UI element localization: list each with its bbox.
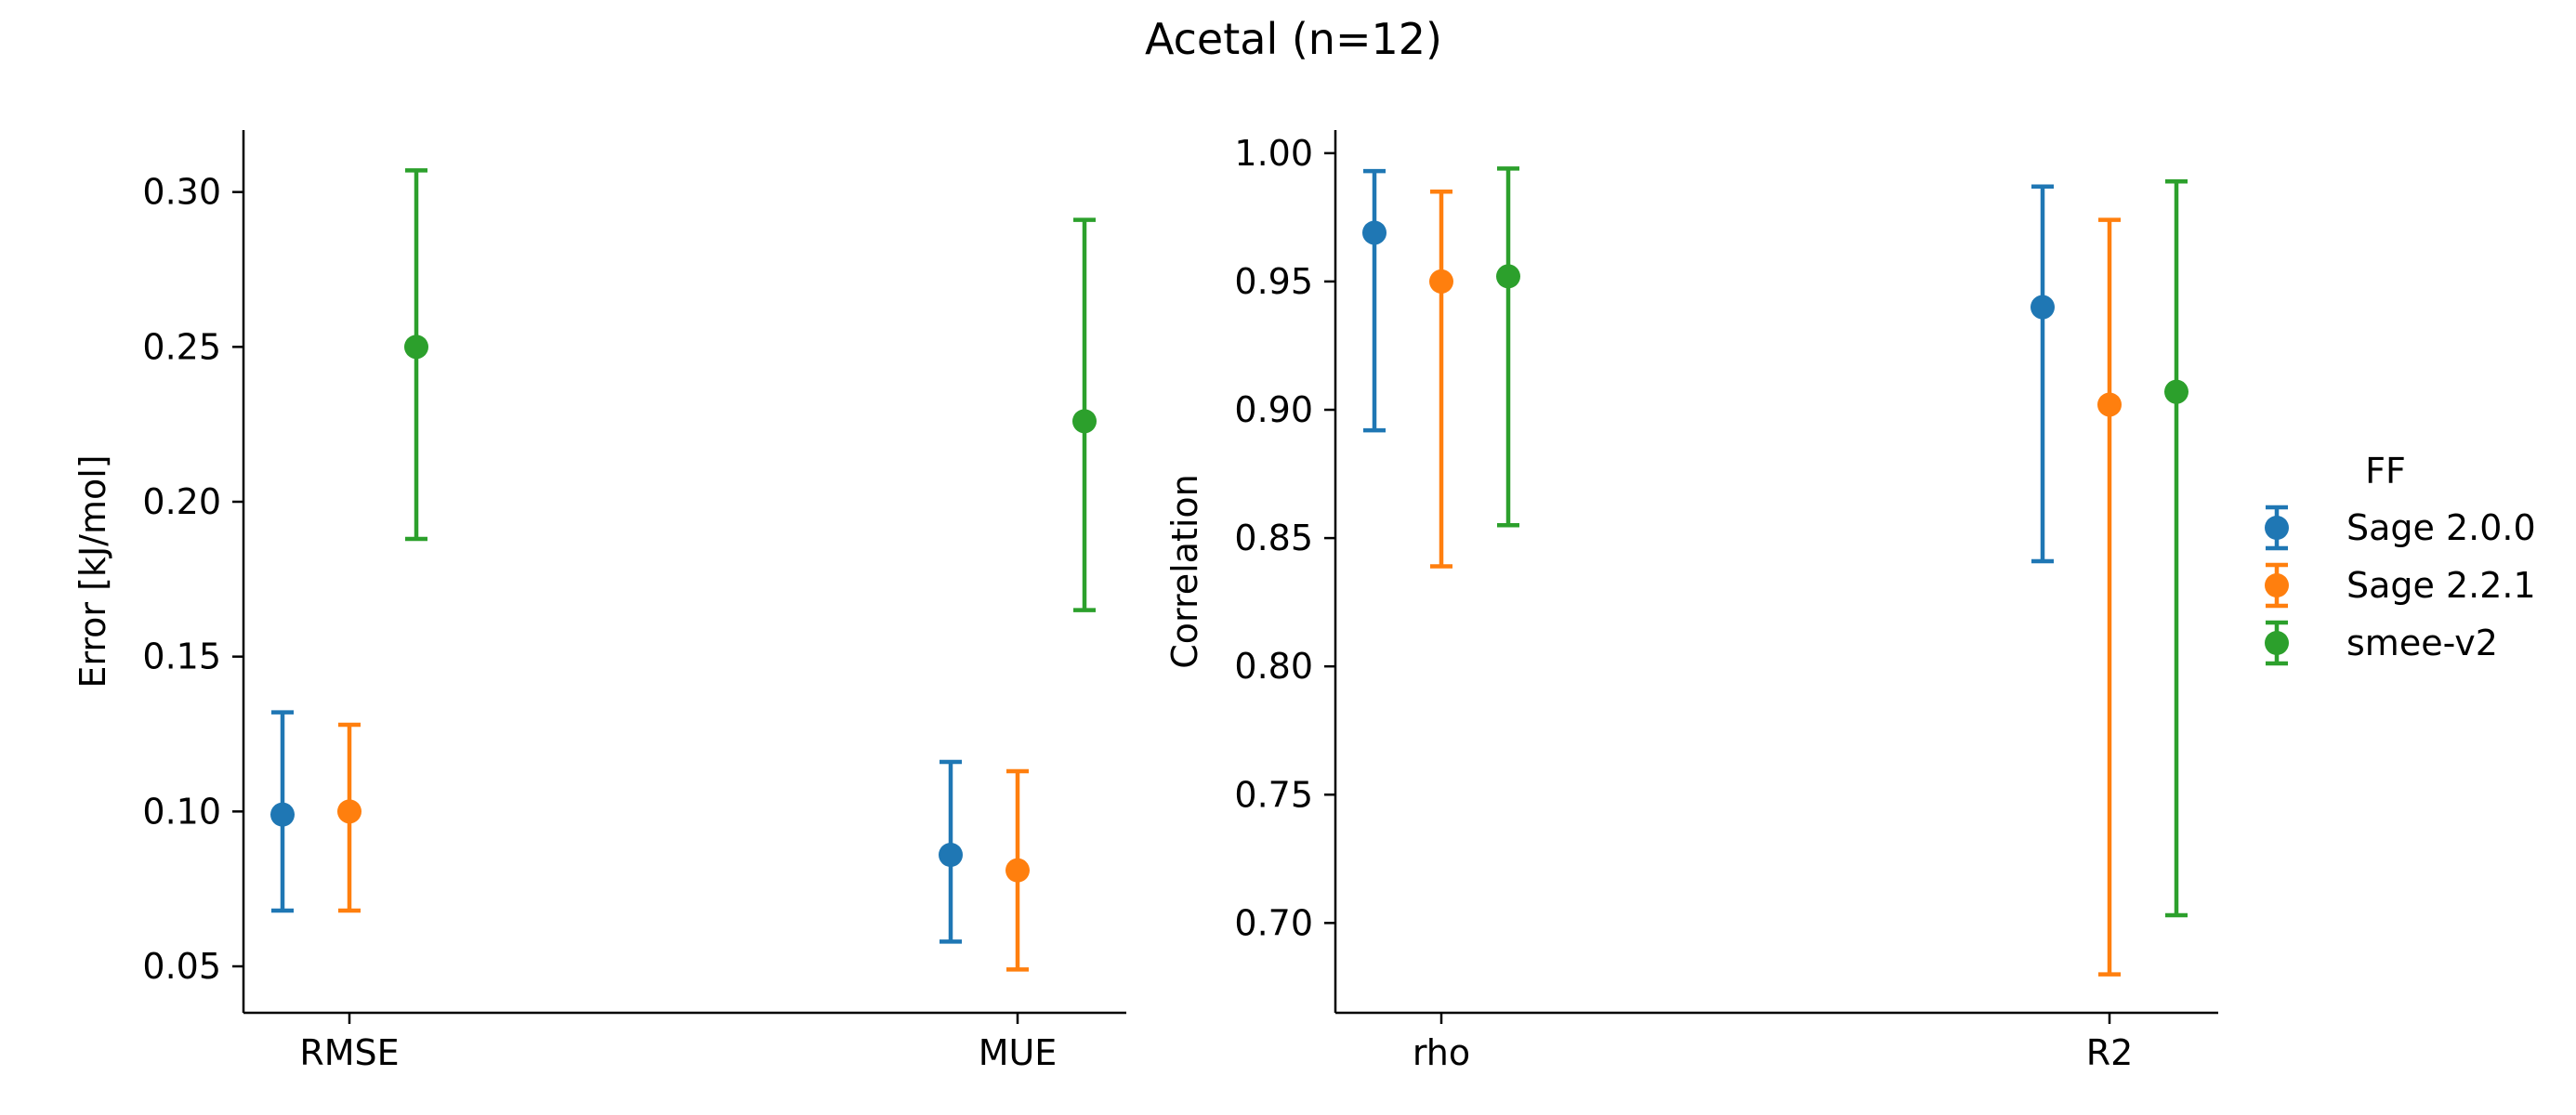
figure-title: Acetal (n=12) [1145, 14, 1442, 64]
legend-item: Sage 2.2.1 [2265, 562, 2536, 609]
data-point [1362, 220, 1387, 245]
y-tick-label: 0.25 [142, 326, 221, 367]
data-point [939, 843, 963, 867]
legend-label: Sage 2.2.1 [2346, 565, 2536, 606]
y-axis-label: Error [kJ/mol] [72, 454, 113, 688]
legend-label: Sage 2.0.0 [2346, 507, 2536, 548]
error-metrics-panel: 0.05 0.10 0.15 0.20 0.25 0.30 RMSE MUE Error [kJ… [72, 130, 1126, 1073]
y-tick-label: 0.15 [142, 636, 221, 677]
y-tick-label: 0.85 [1234, 518, 1313, 558]
x-tick-label: R2 [2086, 1032, 2134, 1073]
data-point [270, 802, 295, 827]
legend-items: Sage 2.0.0 Sage 2.2.1 smee-v2 [2265, 505, 2536, 666]
y-axis-label: Correlation [1164, 474, 1205, 669]
legend-title: FF [2365, 451, 2406, 492]
data-point [1005, 858, 1030, 883]
y-tick-label: 1.00 [1234, 133, 1313, 174]
data-point [1429, 269, 1453, 294]
data-point [404, 334, 428, 360]
x-tick-label: rho [1413, 1032, 1470, 1073]
x-tick-label: RMSE [299, 1032, 399, 1073]
x-tick-label: MUE [979, 1032, 1058, 1073]
correlation-metrics-panel: 0.70 0.75 0.80 0.85 0.90 0.95 1.00 rho R2 Correla… [1164, 130, 2218, 1073]
data-point [2097, 392, 2122, 417]
y-tick-label: 0.70 [1234, 902, 1313, 943]
y-tick-label: 0.05 [142, 946, 221, 987]
y-tick-label: 0.90 [1234, 389, 1313, 430]
legend-item: Sage 2.0.0 [2265, 505, 2536, 551]
y-tick-label: 0.30 [142, 172, 221, 213]
data-point [2164, 379, 2188, 404]
legend: FF Sage 2.0.0 Sage 2.2.1 smee-v2 [2265, 451, 2536, 666]
legend-label: smee-v2 [2346, 623, 2498, 663]
data-point [2031, 295, 2055, 320]
legend-marker-point [2265, 573, 2289, 597]
y-tick-label: 0.95 [1234, 261, 1313, 302]
data-point [1072, 409, 1097, 434]
legend-item: smee-v2 [2265, 620, 2498, 666]
y-tick-label: 0.80 [1234, 646, 1313, 687]
legend-marker-point [2265, 516, 2289, 540]
legend-marker-point [2265, 631, 2289, 655]
y-tick-label: 0.75 [1234, 774, 1313, 815]
y-tick-label: 0.20 [142, 481, 221, 522]
data-point [337, 799, 361, 824]
data-point [1496, 264, 1520, 289]
y-tick-label: 0.10 [142, 791, 221, 832]
